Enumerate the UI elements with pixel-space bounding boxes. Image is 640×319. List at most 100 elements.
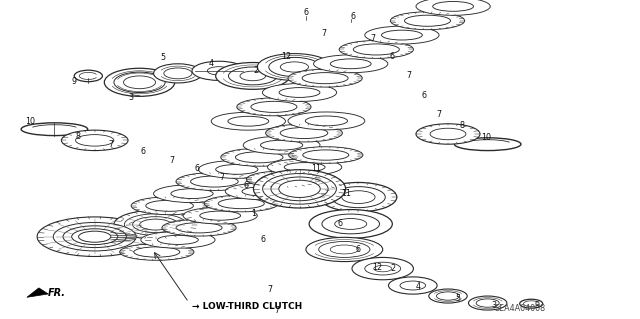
Ellipse shape xyxy=(242,187,283,196)
Text: 7: 7 xyxy=(169,156,174,165)
Text: 6: 6 xyxy=(260,235,266,244)
Text: 7: 7 xyxy=(406,71,412,80)
Ellipse shape xyxy=(388,277,437,294)
Ellipse shape xyxy=(246,171,321,188)
Ellipse shape xyxy=(162,219,236,236)
Text: 12: 12 xyxy=(372,263,383,272)
Text: 10: 10 xyxy=(481,133,492,142)
Text: 2: 2 xyxy=(390,264,396,273)
Ellipse shape xyxy=(322,214,380,234)
Ellipse shape xyxy=(124,76,156,89)
Ellipse shape xyxy=(37,217,152,256)
Ellipse shape xyxy=(114,210,197,239)
Ellipse shape xyxy=(237,98,311,116)
Ellipse shape xyxy=(280,128,328,138)
Ellipse shape xyxy=(260,174,307,184)
Ellipse shape xyxy=(141,232,215,248)
Ellipse shape xyxy=(381,30,422,40)
Ellipse shape xyxy=(374,265,392,272)
Ellipse shape xyxy=(320,182,397,212)
Ellipse shape xyxy=(216,63,290,89)
Ellipse shape xyxy=(76,135,114,146)
Ellipse shape xyxy=(198,160,275,178)
Ellipse shape xyxy=(132,217,179,233)
Ellipse shape xyxy=(365,26,439,44)
Ellipse shape xyxy=(429,289,467,303)
Ellipse shape xyxy=(183,207,257,224)
Ellipse shape xyxy=(314,55,388,73)
Ellipse shape xyxy=(61,130,128,151)
Text: 6: 6 xyxy=(351,12,356,21)
Ellipse shape xyxy=(236,152,283,163)
Ellipse shape xyxy=(140,219,172,230)
Ellipse shape xyxy=(436,292,460,300)
Ellipse shape xyxy=(154,64,202,83)
Ellipse shape xyxy=(266,124,342,142)
Ellipse shape xyxy=(404,15,451,26)
Ellipse shape xyxy=(218,198,264,209)
Ellipse shape xyxy=(146,200,193,211)
Ellipse shape xyxy=(430,128,466,140)
Ellipse shape xyxy=(335,219,367,229)
Ellipse shape xyxy=(262,84,337,101)
Text: 6: 6 xyxy=(338,219,343,228)
Ellipse shape xyxy=(280,62,308,72)
Ellipse shape xyxy=(288,112,365,130)
Ellipse shape xyxy=(221,148,298,166)
Ellipse shape xyxy=(271,177,328,201)
Ellipse shape xyxy=(191,176,238,187)
Ellipse shape xyxy=(339,41,413,58)
Text: 6: 6 xyxy=(243,181,248,190)
Ellipse shape xyxy=(330,59,371,69)
Text: 8: 8 xyxy=(75,132,80,141)
Ellipse shape xyxy=(279,180,320,197)
Text: SEA4A04008: SEA4A04008 xyxy=(494,304,545,313)
Text: 11: 11 xyxy=(340,189,351,198)
Text: 6: 6 xyxy=(389,52,394,61)
Text: 3: 3 xyxy=(492,301,497,310)
Text: 1: 1 xyxy=(251,209,256,218)
Ellipse shape xyxy=(104,68,175,96)
Text: 7: 7 xyxy=(370,34,375,43)
Ellipse shape xyxy=(390,12,465,30)
Text: 6: 6 xyxy=(421,91,426,100)
Text: 9: 9 xyxy=(534,301,540,310)
Ellipse shape xyxy=(253,170,346,208)
Text: 6: 6 xyxy=(303,8,308,17)
Ellipse shape xyxy=(330,245,358,254)
Ellipse shape xyxy=(157,235,198,244)
Text: 3: 3 xyxy=(129,93,134,102)
Text: 9: 9 xyxy=(72,77,77,86)
Ellipse shape xyxy=(228,116,269,126)
Ellipse shape xyxy=(269,57,320,77)
Ellipse shape xyxy=(302,73,348,84)
Ellipse shape xyxy=(416,0,490,15)
Ellipse shape xyxy=(164,68,192,79)
Text: 7: 7 xyxy=(109,140,114,149)
Text: 7: 7 xyxy=(321,29,326,38)
Ellipse shape xyxy=(176,173,253,190)
Ellipse shape xyxy=(207,67,230,75)
Text: FR.: FR. xyxy=(48,288,66,298)
Ellipse shape xyxy=(262,174,337,204)
Ellipse shape xyxy=(131,197,208,215)
Text: 7: 7 xyxy=(274,306,279,315)
Ellipse shape xyxy=(289,147,363,163)
Ellipse shape xyxy=(303,150,349,160)
Ellipse shape xyxy=(433,2,474,11)
Text: 6: 6 xyxy=(195,164,200,173)
Ellipse shape xyxy=(124,214,187,235)
Text: 2: 2 xyxy=(253,66,259,75)
Ellipse shape xyxy=(200,211,241,220)
Ellipse shape xyxy=(216,165,258,174)
Text: 11: 11 xyxy=(311,164,321,173)
Ellipse shape xyxy=(306,237,383,262)
Ellipse shape xyxy=(204,195,278,212)
Ellipse shape xyxy=(228,67,277,85)
Ellipse shape xyxy=(225,183,300,200)
Ellipse shape xyxy=(260,140,303,150)
Ellipse shape xyxy=(211,112,285,130)
Ellipse shape xyxy=(352,257,413,280)
Text: 5: 5 xyxy=(456,294,461,303)
Text: 7: 7 xyxy=(436,110,442,119)
